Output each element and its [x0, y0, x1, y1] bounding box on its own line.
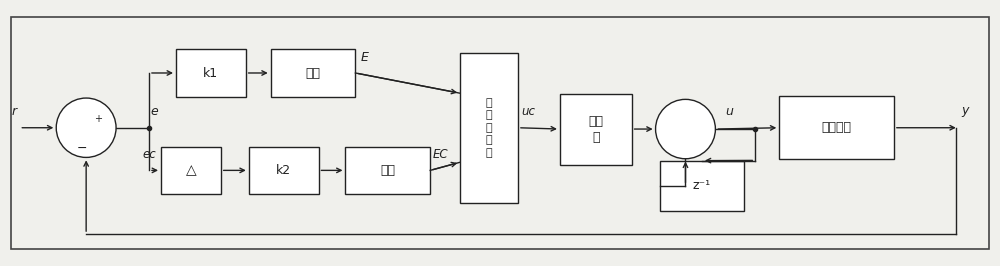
Text: u: u	[725, 105, 733, 118]
Bar	[560, 94, 632, 165]
Text: ec: ec	[142, 148, 156, 161]
Bar	[249, 147, 319, 194]
Bar	[460, 53, 518, 203]
Text: △: △	[186, 164, 196, 177]
Text: +: +	[94, 114, 102, 124]
Bar	[779, 96, 894, 159]
Bar	[161, 147, 221, 194]
Text: e: e	[150, 105, 158, 118]
Bar	[345, 147, 430, 194]
Text: 拉丝
炉: 拉丝 炉	[588, 115, 603, 144]
Text: 量化: 量化	[306, 66, 321, 80]
Text: y: y	[962, 104, 969, 117]
Bar	[271, 49, 355, 97]
Text: 测试仪表: 测试仪表	[822, 121, 852, 134]
Bar	[176, 49, 246, 97]
Text: k2: k2	[276, 164, 291, 177]
Text: 量化: 量化	[380, 164, 395, 177]
Text: EC: EC	[433, 148, 449, 161]
Ellipse shape	[656, 99, 715, 159]
Text: E: E	[360, 51, 368, 64]
Text: r: r	[12, 105, 17, 118]
Bar	[11, 17, 989, 249]
Text: k1: k1	[203, 66, 218, 80]
Text: z⁻¹: z⁻¹	[693, 179, 711, 192]
Text: −: −	[76, 142, 87, 155]
Text: uc: uc	[521, 105, 535, 118]
Ellipse shape	[56, 98, 116, 157]
Text: 拉
丝
控
制
器: 拉 丝 控 制 器	[486, 98, 492, 157]
Bar	[660, 161, 744, 211]
